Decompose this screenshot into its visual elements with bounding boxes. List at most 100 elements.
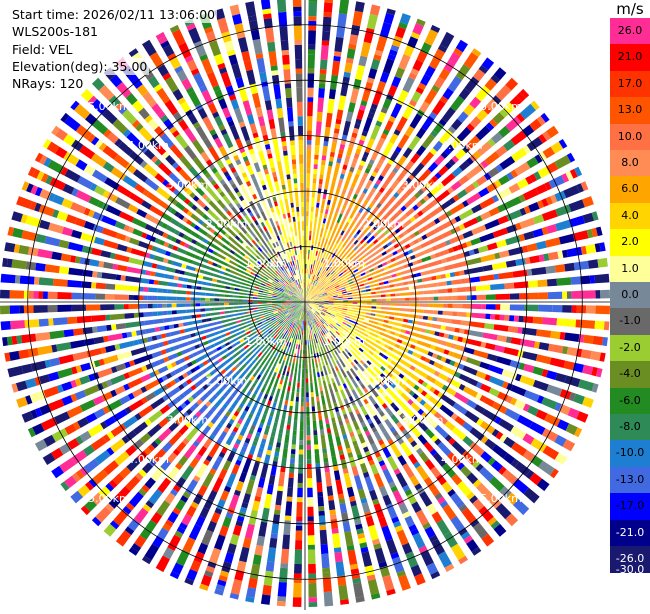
velocity-gate bbox=[224, 295, 229, 298]
velocity-gate bbox=[316, 121, 322, 136]
velocity-gate bbox=[1, 274, 16, 284]
velocity-gate bbox=[388, 262, 398, 268]
velocity-gate bbox=[267, 109, 274, 119]
velocity-gate bbox=[290, 459, 295, 464]
velocity-gate bbox=[323, 229, 328, 239]
velocity-gate bbox=[177, 310, 187, 314]
velocity-gate bbox=[257, 303, 262, 304]
velocity-gate bbox=[318, 242, 321, 247]
velocity-gate bbox=[314, 334, 316, 339]
velocity-gate bbox=[273, 84, 281, 99]
velocity-gate bbox=[261, 594, 271, 605]
velocity-gate bbox=[371, 306, 376, 308]
velocity-gate bbox=[382, 262, 387, 266]
velocity-gate bbox=[583, 335, 594, 344]
velocity-gate bbox=[381, 299, 386, 301]
velocity-gate bbox=[406, 225, 416, 233]
velocity-gate bbox=[285, 203, 289, 213]
velocity-gate bbox=[296, 69, 303, 74]
velocity-gate bbox=[523, 364, 534, 373]
velocity-gate bbox=[315, 136, 320, 146]
velocity-gate bbox=[229, 310, 234, 313]
velocity-gate bbox=[295, 402, 299, 412]
velocity-gate bbox=[287, 242, 290, 247]
velocity-gate bbox=[239, 289, 244, 292]
velocity-gate bbox=[240, 316, 245, 319]
velocity-gate bbox=[428, 290, 433, 294]
velocity-gate bbox=[436, 242, 446, 250]
velocity-gate bbox=[170, 330, 180, 336]
velocity-gate bbox=[403, 281, 408, 285]
velocity-gate bbox=[473, 350, 488, 359]
velocity-gate bbox=[416, 465, 429, 480]
velocity-gate bbox=[485, 343, 496, 351]
velocity-gate bbox=[457, 287, 467, 292]
velocity-gate bbox=[435, 425, 449, 439]
velocity-gate bbox=[207, 322, 217, 327]
velocity-gate bbox=[247, 323, 252, 326]
velocity-gate bbox=[453, 304, 463, 309]
velocity-gate bbox=[364, 282, 369, 285]
velocity-gate bbox=[216, 284, 226, 288]
velocity-gate bbox=[441, 325, 446, 330]
velocity-gate bbox=[453, 262, 463, 269]
velocity-gate bbox=[384, 320, 389, 323]
velocity-gate bbox=[336, 158, 341, 164]
velocity-gate bbox=[253, 292, 258, 294]
velocity-gate bbox=[329, 442, 334, 447]
velocity-gate bbox=[319, 179, 323, 184]
velocity-gate bbox=[196, 314, 201, 318]
velocity-gate bbox=[240, 286, 250, 290]
velocity-gate bbox=[256, 320, 261, 323]
velocity-gate bbox=[323, 356, 326, 361]
velocity-gate bbox=[309, 235, 311, 240]
velocity-gate bbox=[398, 358, 408, 366]
velocity-gate bbox=[264, 351, 268, 356]
velocity-gate bbox=[337, 349, 341, 354]
velocity-gate bbox=[285, 376, 288, 381]
velocity-gate bbox=[355, 65, 365, 80]
velocity-gate bbox=[280, 379, 284, 384]
velocity-gate bbox=[275, 241, 279, 246]
velocity-gate bbox=[291, 203, 294, 208]
velocity-gate bbox=[333, 294, 338, 296]
velocity-gate bbox=[299, 325, 301, 330]
velocity-gate bbox=[338, 235, 342, 240]
velocity-gate bbox=[179, 342, 189, 349]
velocity-gate bbox=[298, 344, 300, 349]
velocity-gate bbox=[264, 287, 269, 290]
velocity-gate bbox=[264, 312, 269, 315]
velocity-gate bbox=[297, 339, 299, 344]
velocity-gate bbox=[327, 428, 332, 433]
velocity-gate bbox=[320, 208, 324, 213]
velocity-gate bbox=[271, 366, 275, 371]
velocity-gate bbox=[386, 207, 395, 216]
velocity-gate bbox=[319, 74, 326, 84]
velocity-gate bbox=[437, 339, 447, 346]
velocity-gate bbox=[481, 304, 486, 309]
velocity-gate bbox=[334, 163, 340, 173]
velocity-gate bbox=[317, 193, 321, 203]
velocity-gate bbox=[309, 240, 311, 245]
velocity-gate bbox=[236, 281, 241, 284]
velocity-gate bbox=[295, 540, 302, 550]
velocity-gate bbox=[300, 173, 304, 183]
velocity-gate bbox=[428, 316, 433, 320]
velocity-gate bbox=[255, 286, 260, 289]
velocity-gate bbox=[422, 277, 432, 282]
velocity-gate bbox=[303, 354, 305, 359]
velocity-gate bbox=[143, 312, 153, 317]
velocity-gate bbox=[259, 311, 264, 313]
velocity-gate bbox=[174, 366, 184, 374]
velocity-gate bbox=[260, 464, 268, 479]
velocity-gate bbox=[405, 330, 410, 334]
velocity-gate bbox=[323, 17, 332, 32]
velocity-gate bbox=[352, 389, 359, 399]
velocity-gate bbox=[322, 223, 325, 228]
velocity-gate bbox=[597, 258, 608, 268]
velocity-gate bbox=[349, 34, 358, 45]
velocity-gate bbox=[281, 458, 287, 468]
velocity-gate bbox=[319, 174, 323, 179]
velocity-gate bbox=[274, 216, 278, 221]
velocity-gate bbox=[167, 296, 177, 300]
